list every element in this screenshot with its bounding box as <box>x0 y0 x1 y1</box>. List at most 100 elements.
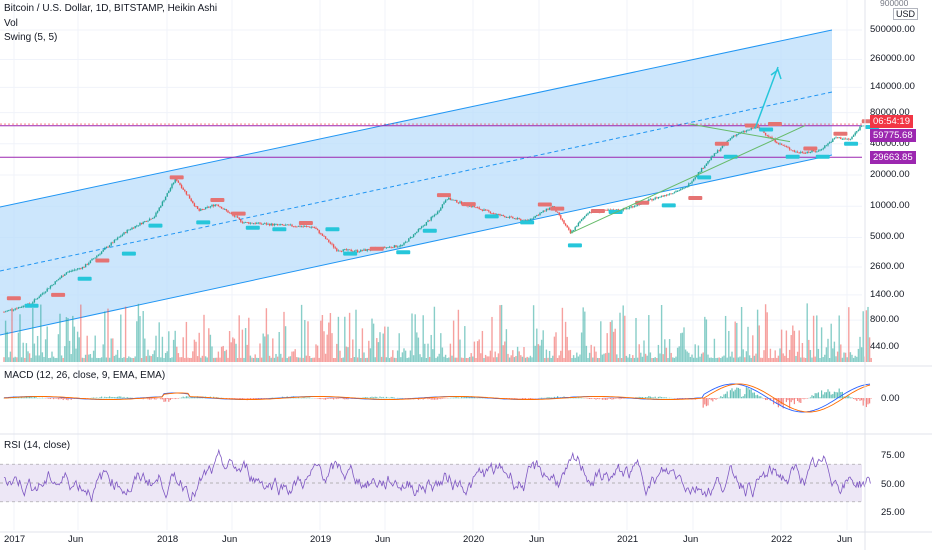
volume-bar <box>448 357 449 362</box>
swing-indicator-label[interactable]: Swing (5, 5) <box>4 32 57 43</box>
candle-body <box>221 207 222 209</box>
macd-histogram-bar <box>115 397 116 398</box>
volume-bar <box>746 351 747 362</box>
macd-histogram-bar <box>339 398 340 399</box>
volume-bar <box>301 305 302 362</box>
candle-body <box>744 131 745 132</box>
volume-bar <box>162 337 163 362</box>
rsi-label[interactable]: RSI (14, close) <box>4 440 70 451</box>
candle-body <box>840 137 841 139</box>
swing-high-marker <box>95 259 109 263</box>
volume-bar <box>184 358 185 362</box>
macd-histogram-bar <box>117 397 118 398</box>
macd-histogram-bar <box>859 398 860 401</box>
candle-body <box>717 150 718 153</box>
volume-bar <box>434 307 435 362</box>
time-tick-label: Jun <box>222 534 237 545</box>
candle-body <box>186 191 187 194</box>
time-tick-label: Jun <box>837 534 852 545</box>
candle-body <box>272 224 273 226</box>
volume-bar <box>375 357 376 362</box>
volume-bar <box>642 357 643 362</box>
candle-body <box>240 219 241 222</box>
macd-histogram-bar <box>367 397 368 398</box>
candle-body <box>384 247 385 248</box>
macd-histogram-bar <box>523 398 524 399</box>
candle-body <box>290 225 291 226</box>
volume-bar <box>122 358 123 362</box>
candle-body <box>392 247 393 248</box>
macd-histogram-bar <box>746 387 747 398</box>
candle-body <box>80 268 81 269</box>
candle-body <box>205 207 206 209</box>
macd-histogram-bar <box>712 398 713 401</box>
currency-label[interactable]: USD <box>893 8 918 20</box>
candle-body <box>504 216 505 217</box>
volume-bar <box>640 353 641 362</box>
volume-bar <box>256 358 257 362</box>
volume-bar <box>296 357 297 362</box>
macd-histogram-bar <box>48 398 49 399</box>
candle-body <box>227 211 228 213</box>
volume-bar <box>595 352 596 362</box>
volume-bar <box>242 330 243 362</box>
macd-histogram-bar <box>303 398 304 399</box>
macd-histogram-bar <box>799 398 800 402</box>
candle-body <box>543 211 544 212</box>
candle-body <box>163 200 164 201</box>
macd-histogram-bar <box>389 398 390 399</box>
volume-bar <box>680 333 681 362</box>
macd-histogram-bar <box>171 398 172 399</box>
macd-histogram-bar <box>547 397 548 398</box>
candle-body <box>541 212 542 213</box>
macd-histogram-bar <box>645 397 646 398</box>
candle-body <box>488 210 489 211</box>
candle-body <box>141 223 142 224</box>
volume-bar <box>591 345 592 362</box>
macd-histogram-bar <box>867 398 868 404</box>
candle-body <box>821 149 822 150</box>
candle-body <box>167 193 168 197</box>
volume-bar <box>135 356 136 362</box>
volume-bar <box>307 321 308 362</box>
candle-body <box>130 229 131 230</box>
volume-bar <box>712 358 713 362</box>
candle-body <box>211 205 212 206</box>
macd-label[interactable]: MACD (12, 26, close, 9, EMA, EMA) <box>4 370 165 381</box>
macd-histogram-bar <box>368 398 369 399</box>
volume-indicator-label[interactable]: Vol <box>4 18 18 29</box>
volume-bar <box>458 310 459 362</box>
volume-bar <box>280 354 281 362</box>
time-tick-label: 2019 <box>310 534 331 545</box>
volume-bar <box>371 319 372 362</box>
volume-bar <box>583 307 584 362</box>
volume-bar <box>146 356 147 362</box>
macd-histogram-bar <box>234 398 235 399</box>
macd-histogram-bar <box>530 398 531 399</box>
time-tick-label: Jun <box>375 534 390 545</box>
candle-body <box>213 205 214 206</box>
volume-bar <box>194 340 195 362</box>
volume-bar <box>661 305 662 362</box>
candle-body <box>219 206 220 207</box>
candle-body <box>301 226 302 227</box>
candle-body <box>458 203 459 204</box>
volume-bar <box>352 339 353 362</box>
volume-bar <box>39 355 40 362</box>
volume-bar <box>10 352 11 362</box>
macd-histogram-bar <box>330 398 331 399</box>
candle-body <box>312 227 313 228</box>
candle-body <box>778 143 779 144</box>
volume-bar <box>239 315 240 362</box>
volume-bar <box>843 352 844 362</box>
volume-bar <box>818 349 819 362</box>
candle-body <box>575 227 576 230</box>
volume-bar <box>488 356 489 362</box>
volume-bar <box>757 310 758 362</box>
macd-histogram-bar <box>381 397 382 398</box>
candle-body <box>581 219 582 221</box>
candle-body <box>59 278 60 279</box>
candle-body <box>815 151 816 152</box>
